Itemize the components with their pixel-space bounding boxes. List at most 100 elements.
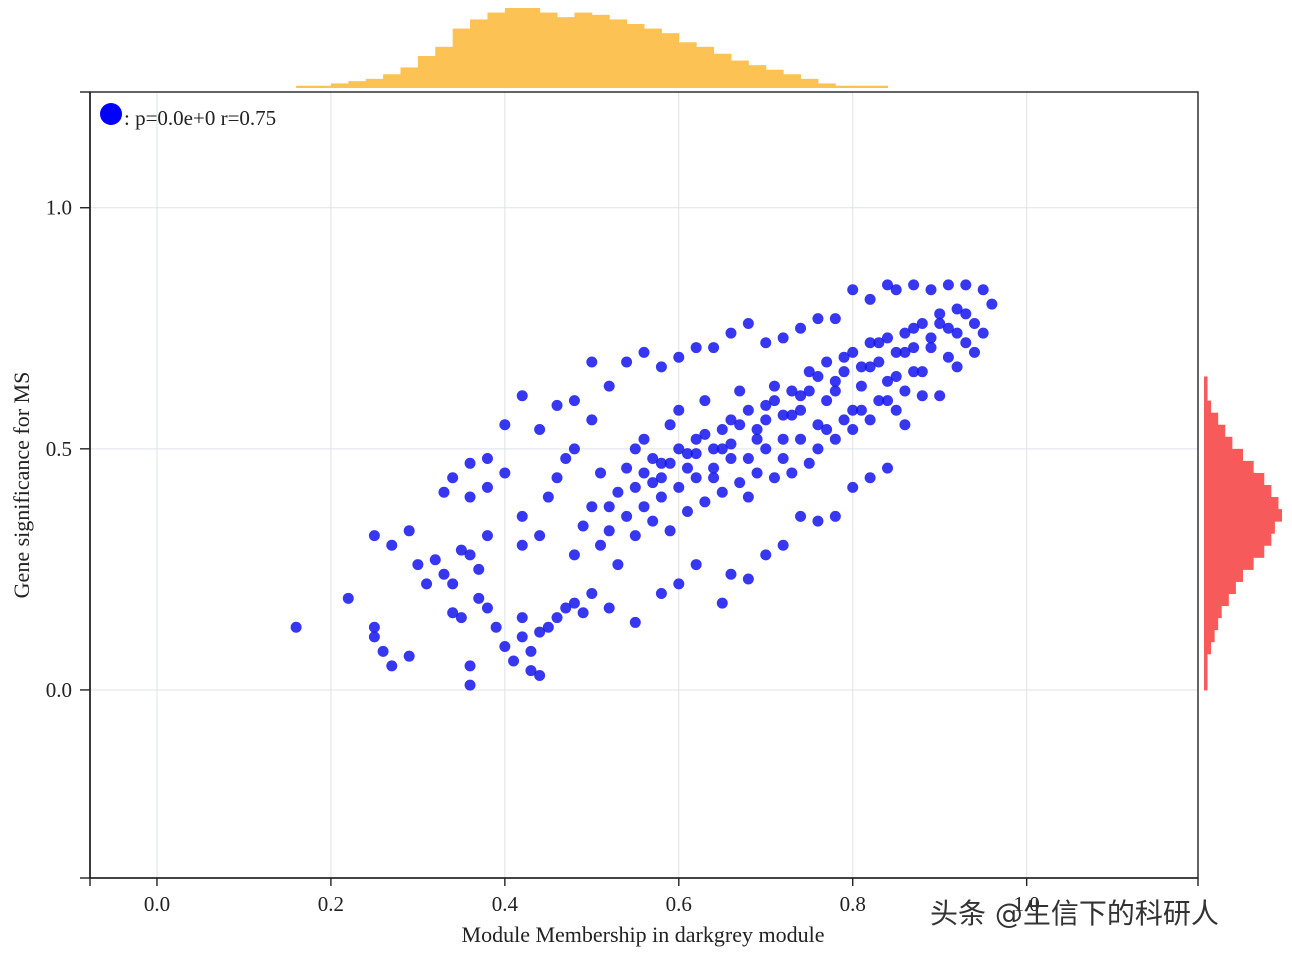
scatter-point bbox=[725, 452, 737, 464]
scatter-point bbox=[577, 520, 589, 532]
y-histogram-bar bbox=[1204, 376, 1208, 390]
plot-border bbox=[89, 91, 1199, 879]
x-histogram-bar bbox=[365, 78, 384, 88]
x-histogram-bar bbox=[522, 8, 541, 88]
scatter-point bbox=[864, 472, 876, 484]
x-histogram-bar bbox=[557, 17, 575, 89]
scatter-point bbox=[586, 356, 598, 368]
scatter-point bbox=[847, 481, 859, 493]
scatter-point bbox=[742, 452, 754, 464]
scatter-point bbox=[481, 481, 493, 493]
scatter-point bbox=[586, 501, 598, 513]
y-histogram-bar bbox=[1204, 400, 1212, 414]
scatter-point bbox=[551, 612, 563, 624]
scatter-point bbox=[490, 621, 502, 633]
scatter-point bbox=[908, 322, 920, 334]
scatter-point bbox=[621, 510, 633, 522]
scatter-point bbox=[864, 361, 876, 373]
marginal-y-histogram bbox=[1204, 376, 1282, 691]
scatter-point bbox=[977, 284, 989, 296]
scatter-point bbox=[951, 303, 963, 315]
scatter-point bbox=[934, 390, 946, 402]
scatter-point bbox=[882, 332, 894, 344]
x-tick-label: 0.4 bbox=[492, 892, 519, 916]
scatter-point bbox=[421, 578, 433, 590]
scatter-point bbox=[890, 371, 902, 383]
y-histogram-bar bbox=[1204, 569, 1243, 582]
scatter-point bbox=[673, 404, 685, 416]
scatter-point bbox=[699, 428, 711, 440]
scatter-point bbox=[664, 457, 676, 469]
scatter-point bbox=[838, 414, 850, 426]
scatter-point bbox=[768, 472, 780, 484]
scatter-point bbox=[499, 419, 511, 431]
scatter-point bbox=[734, 385, 746, 397]
scatter-point bbox=[734, 419, 746, 431]
y-histogram-bar bbox=[1204, 509, 1282, 522]
x-histogram-bar bbox=[435, 46, 454, 88]
scatter-point bbox=[516, 390, 528, 402]
scatter-point bbox=[742, 404, 754, 416]
scatter-point bbox=[629, 481, 641, 493]
scatter-point bbox=[777, 452, 789, 464]
scatter-point bbox=[760, 414, 772, 426]
x-tick-label: 0.8 bbox=[840, 892, 866, 916]
scatter-point bbox=[803, 457, 815, 469]
scatter-point bbox=[290, 621, 302, 633]
y-histogram-bar bbox=[1204, 557, 1254, 570]
scatter-point bbox=[621, 356, 633, 368]
y-histogram-bar bbox=[1204, 593, 1229, 607]
scatter-point bbox=[890, 346, 902, 358]
scatter-point bbox=[551, 399, 563, 411]
scatter-point bbox=[403, 525, 415, 537]
scatter-point bbox=[551, 472, 563, 484]
y-axis-title: Gene significance for MS bbox=[9, 372, 34, 599]
scatter-point bbox=[638, 433, 650, 445]
scatter-point bbox=[986, 298, 998, 310]
scatter-point bbox=[899, 346, 911, 358]
scatter-point bbox=[768, 380, 780, 392]
scatter-point bbox=[838, 366, 850, 378]
y-tick-label: 0.0 bbox=[46, 678, 72, 702]
scatter-point bbox=[516, 510, 528, 522]
scatter-point bbox=[795, 510, 807, 522]
scatter-point bbox=[916, 390, 928, 402]
y-histogram-bar bbox=[1204, 424, 1226, 438]
scatter-point bbox=[786, 385, 798, 397]
x-histogram-bar bbox=[765, 69, 784, 88]
y-histogram-bar bbox=[1204, 605, 1222, 619]
scatter-point bbox=[908, 342, 920, 354]
x-tick-label: 1.0 bbox=[1014, 892, 1040, 916]
scatter-point bbox=[664, 525, 676, 537]
scatter-point bbox=[464, 491, 476, 503]
scatter-point bbox=[829, 375, 841, 387]
x-tick-label: 0.2 bbox=[318, 892, 344, 916]
y-tick-label: 0.5 bbox=[46, 437, 72, 461]
x-histogram-bar bbox=[574, 12, 593, 89]
scatter-point bbox=[481, 602, 493, 614]
scatter-point bbox=[829, 433, 841, 445]
scatter-point bbox=[708, 462, 720, 474]
scatter-point bbox=[586, 414, 598, 426]
scatter-point bbox=[864, 337, 876, 349]
y-histogram-bar bbox=[1204, 665, 1208, 679]
x-histogram-bar bbox=[609, 19, 628, 88]
scatter-point bbox=[403, 650, 415, 662]
x-histogram-bar bbox=[417, 56, 436, 88]
watermark: 头条 @生信下的科研人 bbox=[930, 897, 1219, 930]
scatter-point bbox=[525, 665, 537, 677]
y-histogram-bar bbox=[1204, 460, 1254, 474]
scatter-point bbox=[751, 467, 763, 479]
scatter-point bbox=[890, 284, 902, 296]
scatter-point bbox=[925, 284, 937, 296]
scatter-point bbox=[638, 346, 650, 358]
scatter-point bbox=[821, 424, 833, 436]
scatter-point bbox=[882, 375, 894, 387]
scatter-point bbox=[899, 385, 911, 397]
scatter-point bbox=[751, 424, 763, 436]
scatter-point bbox=[716, 424, 728, 436]
scatter-point bbox=[560, 452, 572, 464]
x-histogram-bar bbox=[748, 65, 767, 88]
scatter-point bbox=[612, 559, 624, 571]
